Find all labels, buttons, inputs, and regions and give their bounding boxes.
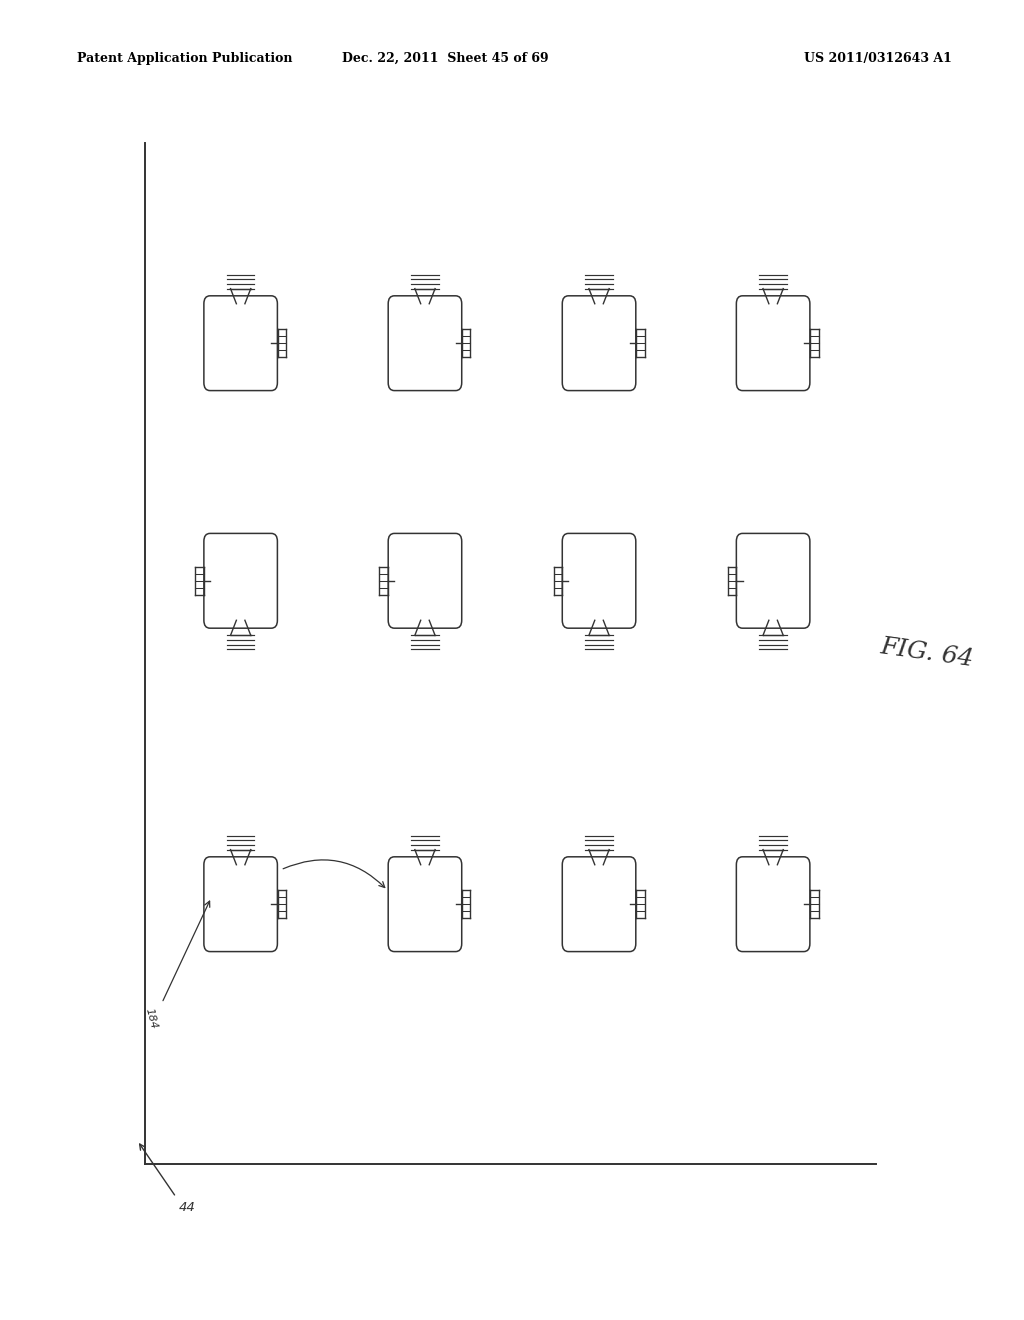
FancyBboxPatch shape	[736, 533, 810, 628]
FancyBboxPatch shape	[562, 533, 636, 628]
FancyBboxPatch shape	[388, 857, 462, 952]
Text: US 2011/0312643 A1: US 2011/0312643 A1	[805, 51, 952, 65]
FancyBboxPatch shape	[736, 296, 810, 391]
FancyBboxPatch shape	[736, 857, 810, 952]
Text: Dec. 22, 2011  Sheet 45 of 69: Dec. 22, 2011 Sheet 45 of 69	[342, 51, 549, 65]
FancyBboxPatch shape	[388, 296, 462, 391]
FancyBboxPatch shape	[562, 857, 636, 952]
Text: FIG. 64: FIG. 64	[879, 635, 975, 672]
Text: 44: 44	[179, 1201, 196, 1214]
FancyBboxPatch shape	[388, 533, 462, 628]
FancyBboxPatch shape	[204, 533, 278, 628]
Text: Patent Application Publication: Patent Application Publication	[77, 51, 292, 65]
Text: 184: 184	[144, 1007, 159, 1031]
FancyBboxPatch shape	[204, 857, 278, 952]
FancyBboxPatch shape	[562, 296, 636, 391]
FancyBboxPatch shape	[204, 296, 278, 391]
